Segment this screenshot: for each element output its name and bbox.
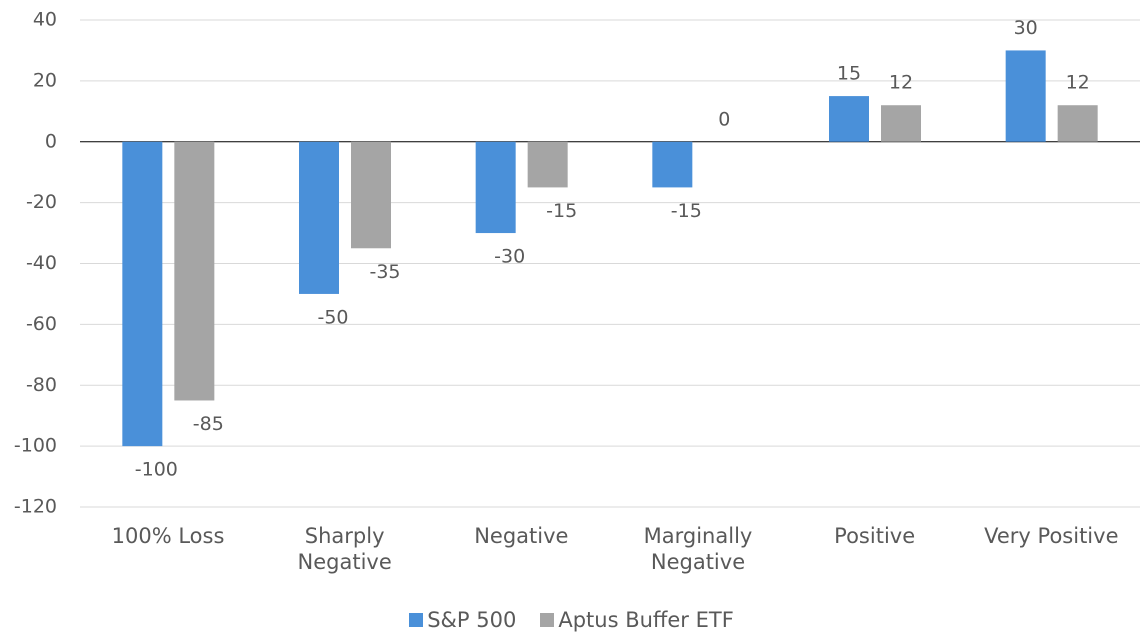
y-tick-label: 20: [33, 69, 57, 91]
x-tick-label: 100% Loss: [111, 524, 225, 548]
legend-swatch: [409, 613, 424, 627]
y-tick-label: 40: [33, 9, 57, 31]
data-label: -15: [546, 200, 577, 222]
bar: [527, 141, 568, 188]
x-tick-label: Positive: [834, 524, 916, 548]
y-tick-label: 0: [45, 130, 57, 152]
data-label: 15: [837, 63, 861, 85]
data-label: -100: [135, 459, 178, 481]
data-label: 30: [1014, 17, 1038, 39]
bar: [652, 141, 693, 188]
data-label: 0: [718, 108, 730, 130]
bar: [351, 141, 391, 249]
data-label: 12: [889, 72, 913, 94]
bar: [174, 141, 215, 401]
y-tick-label: -100: [14, 435, 57, 457]
bar: [122, 141, 163, 447]
bar: [475, 141, 516, 234]
bar: [299, 141, 339, 294]
y-tick-label: -80: [26, 374, 57, 396]
x-tick-label: Very Positive: [984, 524, 1119, 548]
y-tick-label: -120: [14, 496, 57, 518]
data-label: -35: [369, 261, 400, 283]
bar: [881, 105, 921, 142]
bar: [1005, 50, 1046, 142]
data-label: -30: [494, 246, 525, 268]
x-tick-label: Sharply Negative: [297, 524, 392, 574]
bar: [829, 96, 869, 142]
y-tick-label: -20: [26, 191, 57, 213]
legend: S&P 500 Aptus Buffer ETF: [0, 608, 1143, 632]
x-tick-label: Marginally Negative: [643, 524, 753, 574]
data-label: -50: [317, 306, 348, 328]
legend-item: Aptus Buffer ETF: [540, 608, 734, 632]
legend-item: S&P 500: [409, 608, 516, 632]
data-label: -15: [671, 200, 702, 222]
legend-label: Aptus Buffer ETF: [558, 608, 734, 632]
data-label: -85: [193, 413, 224, 435]
legend-swatch: [540, 613, 555, 627]
y-tick-label: -60: [26, 313, 57, 335]
legend-label: S&P 500: [427, 608, 517, 632]
bar: [1057, 105, 1098, 142]
x-tick-label: Negative: [474, 524, 569, 548]
y-tick-label: -40: [26, 252, 57, 274]
data-label: 12: [1066, 72, 1090, 94]
